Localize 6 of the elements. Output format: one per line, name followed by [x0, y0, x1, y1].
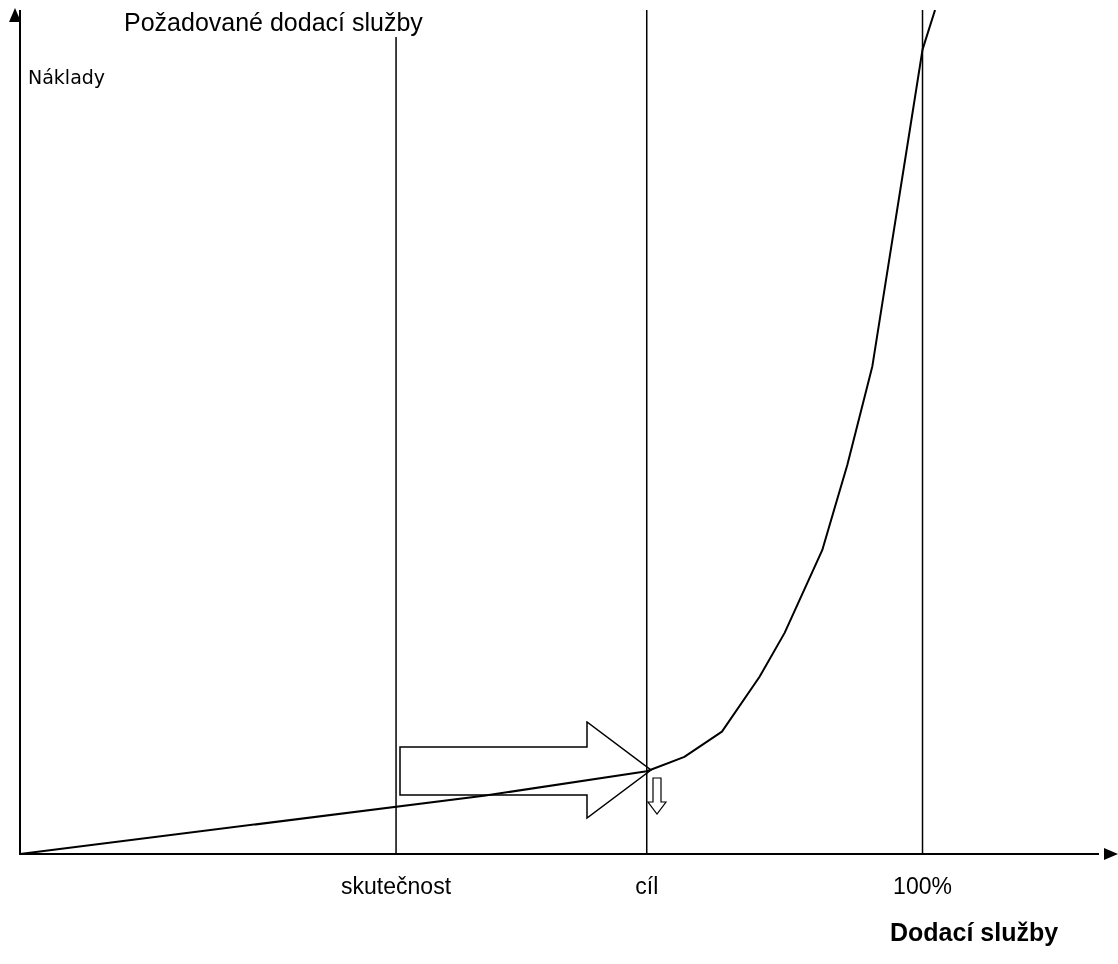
- x-tick-label: cíl: [635, 873, 659, 900]
- y-axis-title: Náklady: [28, 66, 106, 88]
- chart-title: Požadované dodací služby: [120, 8, 427, 37]
- x-tick-label: skutečnost: [341, 873, 452, 900]
- x-axis-title: Dodací služby: [890, 918, 1059, 947]
- x-tick-label: 100%: [893, 873, 952, 900]
